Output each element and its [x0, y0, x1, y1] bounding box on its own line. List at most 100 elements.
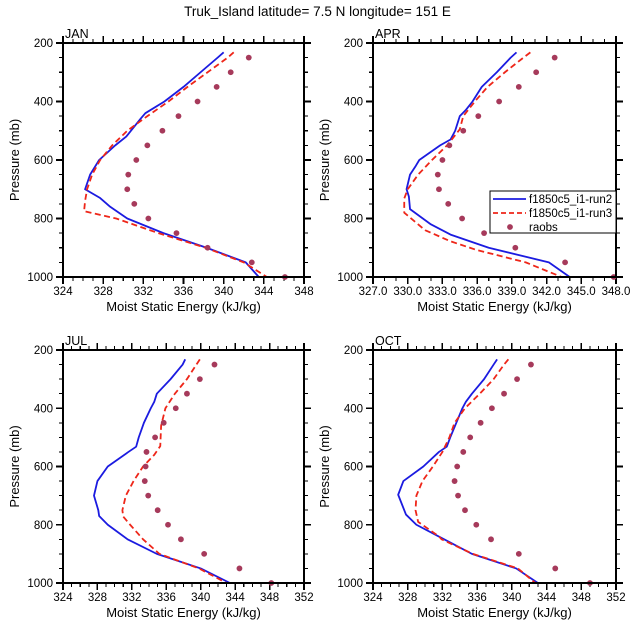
x-tick-label: 348	[260, 592, 279, 604]
series-f1850c5_i1-run3-line	[403, 51, 562, 278]
x-ticks: 324 328 332 336 340 344 348	[53, 36, 314, 298]
x-tick-label: 340	[191, 592, 210, 604]
series-f1850c5_i1-run3-line	[414, 358, 536, 584]
x-tick-label: 352	[606, 592, 625, 604]
x-ticks: 324 328 332 336 340 344 348 352	[53, 343, 314, 604]
x-tick-label: 340	[214, 286, 233, 298]
obs-dot	[481, 230, 487, 237]
obs-dot	[248, 259, 255, 266]
series-f1850c5_i1-run3-line	[83, 51, 268, 278]
y-tick-label: 400	[34, 97, 53, 109]
legend-dot-sample	[507, 224, 513, 230]
obs-dot	[475, 113, 482, 120]
y-tick-label: 800	[34, 214, 53, 226]
series-f1850c5_i1-run2-line	[84, 51, 260, 278]
panel-OCT: 324 328 332 336 340 344 348 352 200 400 600 800 1000…	[317, 334, 626, 620]
y-tick-label: 600	[34, 462, 53, 474]
y-tick-label: 400	[344, 403, 363, 415]
y-tick-label: 1000	[337, 272, 363, 284]
obs-dot	[515, 550, 522, 557]
obs-dot	[439, 157, 446, 163]
obs-dot	[159, 127, 166, 134]
obs-dot	[454, 463, 461, 470]
x-tick-label: 328	[94, 286, 113, 298]
y-tick-label: 1000	[27, 272, 53, 284]
x-tick-label: 324	[363, 592, 383, 604]
obs-dot	[133, 157, 140, 163]
obs-dot	[462, 507, 468, 514]
x-tick-label: 328	[88, 592, 107, 604]
x-tick-label: 324	[53, 286, 73, 298]
obs-dot	[245, 54, 252, 61]
x-tick-label: 327.0	[359, 286, 388, 298]
obs-dot	[488, 536, 494, 543]
x-tick-label: 348.0	[602, 286, 631, 298]
obs-dot	[477, 419, 484, 426]
y-axis-title: Pressure (mb)	[317, 119, 332, 201]
series-f1850c5_i1-run2-line	[93, 358, 231, 584]
obs-dot	[236, 565, 243, 572]
obs-dot	[145, 492, 152, 499]
obs-dot	[178, 536, 184, 543]
x-tick-label: 352	[294, 592, 313, 604]
y-tick-label: 1000	[337, 578, 363, 590]
figure-title: Truk_Island latitude= 7.5 N longitude= 1…	[184, 4, 451, 19]
obs-dot	[436, 186, 442, 193]
y-ticks: 200 400 600 800 1000	[337, 345, 623, 590]
x-tick-label: 342.0	[532, 286, 561, 298]
y-tick-label: 600	[344, 155, 363, 167]
panel-frame	[372, 42, 617, 278]
x-tick-label: 348	[294, 286, 313, 298]
y-axis-title: Pressure (mb)	[7, 119, 22, 201]
x-axis-title: Moist Static Energy (kJ/kg)	[417, 299, 572, 314]
obs-dot	[455, 492, 461, 499]
x-tick-label: 332	[134, 286, 153, 298]
x-tick-label: 324	[53, 592, 73, 604]
x-tick-label: 344	[226, 592, 246, 604]
obs-dot	[473, 521, 480, 528]
x-tick-label: 344	[254, 286, 274, 298]
obs-dot	[512, 244, 519, 251]
obs-dot	[562, 259, 568, 266]
series-f1850c5_i1-run2-line	[397, 358, 539, 584]
x-tick-label: 345.0	[567, 286, 596, 298]
obs-dot	[196, 376, 203, 383]
x-tick-label: 348	[572, 592, 591, 604]
obs-dot	[552, 565, 559, 572]
x-tick-label: 328	[398, 592, 417, 604]
legend-entry-label: f1850c5_i1-run2	[529, 194, 612, 206]
obs-dot	[175, 113, 182, 120]
obs-dot	[515, 83, 522, 90]
obs-dot	[227, 69, 234, 76]
panel-JUL: 324 328 332 336 340 344 348 352 200 400 600 800 1000…	[7, 334, 314, 620]
obs-dot	[434, 171, 441, 178]
series-raobs-dots	[451, 361, 593, 586]
series-raobs-dots	[124, 54, 288, 280]
obs-dot	[460, 449, 467, 455]
x-tick-label: 336	[174, 286, 193, 298]
obs-dot	[467, 434, 474, 441]
x-tick-label: 336.0	[463, 286, 492, 298]
obs-dot	[172, 405, 179, 412]
obs-dot	[173, 230, 180, 237]
obs-dot	[533, 69, 540, 76]
panel-frame	[62, 42, 305, 278]
obs-dot	[211, 361, 218, 368]
y-tick-label: 400	[344, 97, 363, 109]
y-tick-label: 400	[34, 403, 53, 415]
obs-dot	[160, 419, 167, 426]
obs-dot	[488, 405, 495, 412]
legend-entry-label: f1850c5_i1-run3	[529, 208, 612, 220]
legend-entry-label: raobs	[529, 222, 558, 234]
panel-month-label: APR	[375, 27, 401, 41]
y-axis-title: Pressure (mb)	[7, 425, 22, 507]
obs-dot	[204, 244, 211, 251]
y-tick-label: 1000	[27, 578, 53, 590]
x-tick-label: 333.0	[428, 286, 457, 298]
y-tick-label: 800	[344, 214, 363, 226]
series-f1850c5_i1-run2-line	[405, 51, 571, 278]
obs-dot	[124, 186, 131, 193]
obs-dot	[142, 463, 149, 470]
